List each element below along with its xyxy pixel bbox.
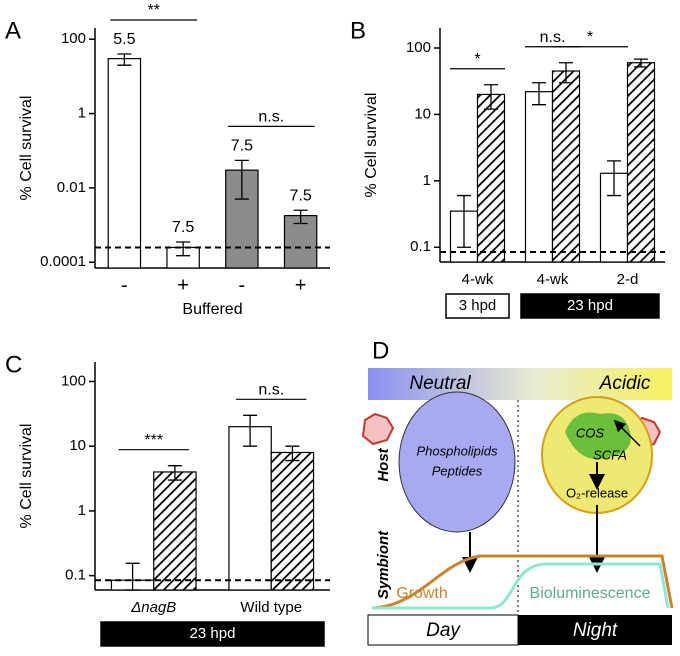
x-tick-label: ΔnagB: [130, 599, 176, 616]
significance-label: n.s.: [258, 382, 284, 399]
growth-label: Growth: [396, 585, 448, 602]
error-bar: [243, 414, 258, 447]
bar: [228, 426, 272, 591]
error-bar: [634, 58, 648, 68]
bar: [270, 451, 315, 591]
night-label: Night: [573, 620, 618, 641]
y-tick-label: 0.0001: [40, 253, 86, 270]
error-bar: [293, 209, 308, 225]
bar: [476, 93, 506, 263]
y-tick-label: 100: [406, 39, 431, 56]
x-axis-label: Buffered: [182, 301, 242, 318]
significance-label: *: [474, 51, 480, 68]
error-bar: [559, 62, 573, 84]
bar: [524, 91, 554, 263]
significance-label: *: [587, 29, 593, 46]
state-label: Neutral: [409, 373, 471, 394]
error-bar: [457, 194, 471, 248]
y-axis-label: % Cell survival: [363, 93, 380, 198]
y-tick-label: 1: [423, 172, 431, 189]
ph-gradient: [368, 368, 672, 400]
x-tick-label: -: [121, 274, 128, 296]
host-night-label: O₂-release: [566, 485, 628, 500]
error-bar: [607, 160, 621, 197]
error-bar: [532, 82, 546, 106]
error-bar: [234, 159, 249, 200]
panel-letter: C: [5, 351, 22, 378]
y-tick-label: 0.1: [410, 238, 431, 255]
group-label: 3 hpd: [459, 297, 497, 314]
row-label: Host: [375, 447, 392, 481]
bar: [626, 62, 656, 263]
x-tick-label: 2-d: [617, 271, 639, 288]
group-box: [445, 293, 510, 319]
growth-curve: [371, 554, 674, 610]
host-night-label: COS: [576, 425, 605, 440]
luminescence-label: Bioluminescence: [530, 585, 651, 602]
panel-letter: A: [5, 17, 21, 44]
significance-label: n.s.: [258, 109, 284, 126]
group-box: [520, 293, 660, 319]
y-tick-label: 1: [78, 502, 86, 519]
y-axis-label: % Cell survival: [18, 424, 35, 529]
error-bar: [125, 562, 140, 591]
luminescence-curve: [372, 562, 670, 610]
significance-label: ***: [144, 432, 163, 449]
x-tick-label: Wild type: [240, 599, 302, 616]
arrow: [613, 419, 641, 447]
night-box: [518, 615, 672, 645]
error-bar: [167, 465, 182, 481]
y-tick-label: 1: [78, 105, 86, 122]
bar-label: 7.5: [231, 138, 253, 155]
y-tick-label: 0.01: [57, 179, 86, 196]
group-label: 23 hpd: [567, 297, 613, 314]
panel-letter: D: [372, 337, 389, 364]
bar: [153, 471, 197, 591]
panel-letter: B: [350, 17, 366, 44]
bar-label: 7.5: [290, 187, 312, 204]
bar: [551, 70, 581, 263]
x-tick-label: +: [177, 274, 189, 296]
row-label: Symbiont: [375, 530, 392, 599]
x-tick-label: 4-wk: [462, 271, 494, 288]
y-tick-label: 100: [61, 372, 86, 389]
bar: [107, 58, 142, 269]
state-label: Acidic: [599, 373, 651, 394]
error-bar: [285, 445, 300, 462]
significance-label: n.s.: [540, 29, 566, 46]
x-tick-label: -: [239, 274, 246, 296]
error-bar: [117, 53, 132, 66]
group-label: 23 hpd: [190, 625, 236, 642]
error-bar: [484, 84, 498, 110]
bar-label: 5.5: [113, 31, 135, 48]
cell-icon: [361, 412, 395, 446]
host-day-label: Phospholipids: [417, 443, 498, 458]
day-label: Day: [426, 620, 461, 641]
bar-label: 7.5: [172, 219, 194, 236]
diagram: D Neutral Acidic Host Symbiont Phospholi…: [361, 337, 674, 646]
group-box: [100, 621, 325, 647]
host-day: [398, 391, 516, 533]
y-tick-label: 0.1: [65, 567, 86, 584]
bar: [283, 214, 318, 269]
y-tick-label: 10: [69, 437, 86, 454]
host-day-label: Peptides: [432, 463, 483, 478]
host-night-label: SCFA: [593, 447, 627, 462]
error-bar: [176, 241, 191, 257]
y-tick-label: 100: [61, 30, 86, 47]
x-tick-label: 4-wk: [537, 271, 569, 288]
x-tick-label: +: [295, 274, 307, 296]
y-axis-label: % Cell survival: [18, 96, 35, 201]
significance-label: **: [148, 2, 160, 19]
y-tick-label: 10: [414, 105, 431, 122]
